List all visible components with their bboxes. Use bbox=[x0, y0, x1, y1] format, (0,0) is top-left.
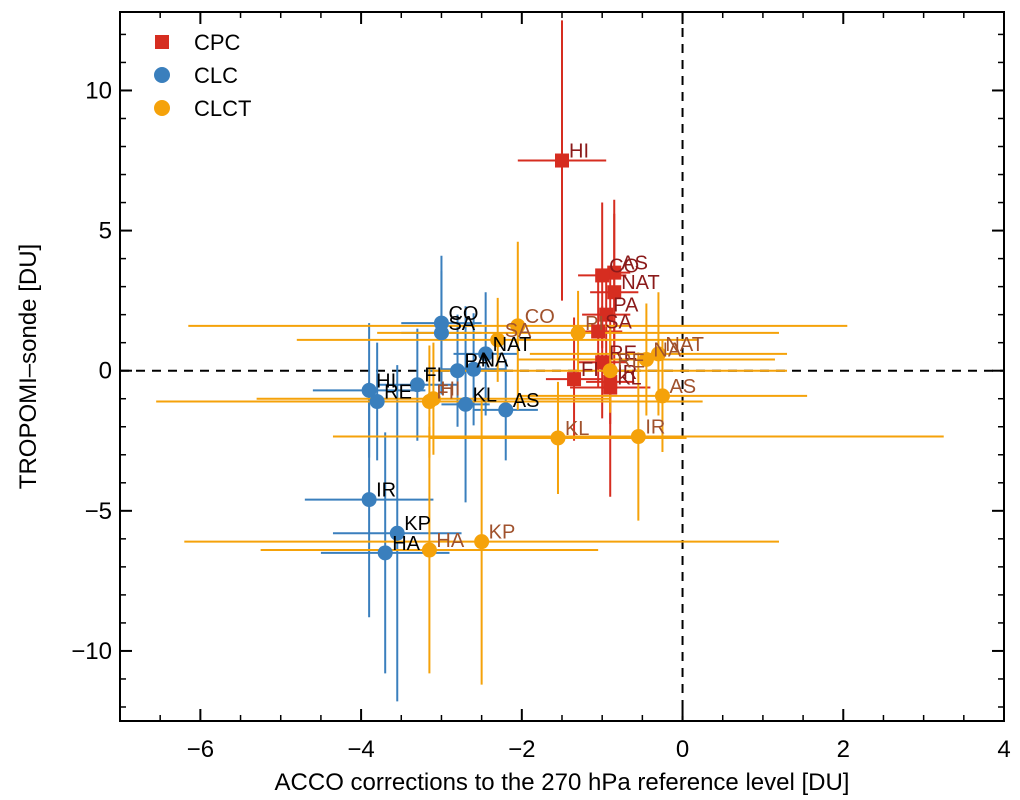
data-point-label: SA bbox=[605, 311, 632, 333]
data-point-label: PA bbox=[465, 351, 491, 373]
data-point-marker bbox=[650, 346, 666, 362]
data-point-marker bbox=[510, 318, 526, 334]
data-point-marker bbox=[555, 153, 569, 168]
data-point-label: IR bbox=[645, 417, 665, 439]
data-point-label: SA bbox=[448, 313, 475, 335]
data-point-marker bbox=[498, 402, 514, 418]
data-point-marker bbox=[466, 361, 482, 377]
data-point-marker bbox=[433, 325, 449, 341]
data-point-label: RE bbox=[617, 351, 645, 373]
data-point-label: NAT bbox=[665, 334, 704, 356]
legend-label-cpc: CPC bbox=[194, 30, 241, 55]
data-point-label: HA bbox=[392, 533, 420, 555]
data-point-label: CO bbox=[448, 303, 478, 325]
legend-label-clct: CLCT bbox=[194, 96, 251, 121]
x-axis-title: ACCO corrections to the 270 hPa referenc… bbox=[275, 769, 850, 796]
data-point-label: HI bbox=[569, 141, 589, 163]
data-point-marker bbox=[591, 324, 606, 339]
data-point-label: PA bbox=[613, 295, 639, 317]
data-point-marker bbox=[654, 388, 670, 404]
data-point-marker bbox=[389, 525, 405, 541]
data-point-marker bbox=[361, 382, 377, 398]
data-point-marker bbox=[490, 332, 506, 348]
data-point-label: CO bbox=[525, 306, 555, 328]
data-point-label: NAT bbox=[493, 334, 532, 356]
data-point-marker bbox=[361, 492, 377, 508]
x-tick-label: −6 bbox=[187, 736, 214, 763]
data-point-marker bbox=[550, 430, 566, 446]
error-bars-layer bbox=[156, 20, 944, 702]
data-point-label: KL bbox=[565, 418, 589, 440]
data-point-label: AS bbox=[621, 253, 648, 275]
markers-layer bbox=[361, 153, 670, 561]
data-point-label: NA bbox=[653, 339, 681, 361]
data-point-marker bbox=[369, 394, 385, 410]
data-point-marker bbox=[421, 542, 437, 558]
y-tick-label: −5 bbox=[85, 498, 112, 525]
data-point-label: AS bbox=[513, 390, 540, 412]
x-tick-label: −2 bbox=[508, 736, 535, 763]
data-point-label: FI bbox=[424, 365, 442, 387]
data-point-label: PI bbox=[585, 313, 604, 335]
data-point-label: KP bbox=[489, 522, 516, 544]
legend-marker-clct bbox=[154, 100, 170, 116]
legend-marker-cpc bbox=[155, 35, 169, 49]
data-point-label: IR bbox=[376, 480, 396, 502]
data-point-marker bbox=[478, 346, 494, 362]
data-point-label: FI bbox=[581, 359, 599, 381]
data-point-marker bbox=[474, 534, 490, 550]
x-tick-label: −4 bbox=[347, 736, 374, 763]
legend: CPC CLC CLCT bbox=[154, 30, 251, 121]
data-point-marker bbox=[602, 363, 618, 379]
data-point-marker bbox=[603, 374, 618, 389]
data-point-marker bbox=[599, 307, 614, 322]
data-point-label: CO bbox=[609, 255, 639, 277]
legend-marker-clc bbox=[154, 67, 170, 83]
data-point-marker bbox=[421, 394, 437, 410]
data-point-marker bbox=[570, 325, 586, 341]
data-point-label: NA bbox=[481, 349, 509, 371]
data-point-marker bbox=[630, 429, 646, 445]
x-tick-label: 0 bbox=[676, 736, 689, 763]
x-tick-label: 4 bbox=[997, 736, 1010, 763]
data-point-marker bbox=[377, 545, 393, 561]
data-point-marker bbox=[595, 268, 610, 283]
data-point-label: KL bbox=[617, 368, 641, 390]
data-point-label: HI bbox=[376, 370, 396, 392]
data-point-marker bbox=[638, 351, 654, 367]
y-axis-title: TROPOMI–sonde [DU] bbox=[15, 244, 42, 489]
data-point-label: KP bbox=[404, 513, 431, 535]
data-point-label: IR bbox=[617, 362, 637, 384]
data-point-label: HA bbox=[436, 530, 464, 552]
data-point-marker bbox=[567, 372, 582, 387]
y-tick-label: 0 bbox=[99, 358, 112, 385]
y-tick-label: −10 bbox=[71, 638, 112, 665]
data-point-marker bbox=[458, 396, 474, 412]
data-point-label: AS bbox=[669, 376, 696, 398]
data-point-label: FI bbox=[436, 382, 454, 404]
legend-label-clc: CLC bbox=[194, 63, 238, 88]
y-tick-label: 10 bbox=[85, 77, 112, 104]
data-point-label: SA bbox=[505, 320, 532, 342]
data-point-label: NAT bbox=[621, 272, 660, 294]
data-point-marker bbox=[607, 265, 622, 280]
y-tick-label: 5 bbox=[99, 218, 112, 245]
x-tick-label: 2 bbox=[837, 736, 850, 763]
data-point-marker bbox=[409, 377, 425, 393]
data-point-label: KL bbox=[473, 384, 497, 406]
data-point-label: HI bbox=[440, 379, 460, 401]
data-point-marker bbox=[450, 363, 466, 379]
data-point-marker bbox=[607, 285, 622, 300]
axes: −6 −4 −2 0 2 4 −10 −5 0 5 10 bbox=[71, 12, 1011, 763]
data-point-label: RE bbox=[609, 342, 637, 364]
data-point-label: RE bbox=[384, 382, 412, 404]
